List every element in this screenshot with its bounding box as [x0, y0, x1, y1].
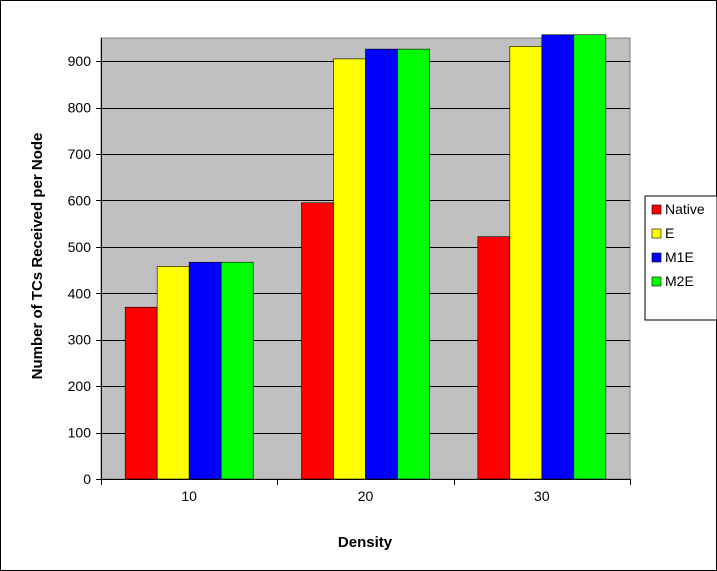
legend-swatch-E [651, 228, 662, 239]
series-M2E [220, 34, 607, 480]
legend-item-E: E [651, 225, 674, 241]
bar-E-20 [333, 58, 366, 480]
legend-swatch-M2E [651, 276, 662, 287]
y-tick-label-100: 100 [68, 425, 92, 441]
bar-M2E-30 [573, 34, 607, 480]
bar-E-10 [156, 266, 190, 480]
legend-item-M2E: M2E [651, 273, 694, 289]
bar-M1E-30 [541, 34, 575, 480]
bar-Native-20 [301, 202, 334, 480]
bar-Native-30 [477, 236, 511, 480]
legend-label-M2E: M2E [665, 273, 694, 289]
legend-label-E: E [665, 225, 674, 241]
y-tick-label-900: 900 [68, 53, 92, 69]
bars [124, 34, 607, 480]
legend-item-Native: Native [651, 201, 705, 217]
series-E [156, 46, 543, 480]
legend-label-Native: Native [665, 201, 705, 217]
y-tick-label-0: 0 [83, 471, 91, 487]
y-tick-label-400: 400 [68, 285, 92, 301]
bar-E-30 [509, 46, 543, 480]
bar-M2E-10 [220, 261, 254, 480]
legend: Native E M1E M2E [644, 195, 717, 321]
bar-M1E-20 [365, 48, 398, 480]
y-tick-label-600: 600 [68, 192, 92, 208]
bar-M2E-20 [397, 48, 430, 480]
legend-label-M1E: M1E [665, 249, 694, 265]
x-tick-label-20: 20 [358, 488, 374, 504]
y-axis-label: Number of TCs Received per Node [29, 133, 46, 380]
y-tick-label-200: 200 [68, 378, 92, 394]
legend-swatch-Native [651, 204, 662, 215]
x-tick-label-10: 10 [181, 488, 197, 504]
x-axis-label: Density [338, 534, 393, 551]
bar-Native-10 [124, 306, 158, 480]
series-M1E [188, 34, 575, 480]
axes [96, 38, 631, 485]
legend-swatch-M1E [651, 252, 662, 263]
bar-M1E-10 [188, 261, 222, 480]
x-tick-label-30: 30 [534, 488, 550, 504]
series-Native [124, 202, 511, 480]
legend-item-M1E: M1E [651, 249, 694, 265]
x-tick-labels: 10 20 30 [181, 488, 549, 504]
y-tick-label-300: 300 [68, 332, 92, 348]
y-tick-label-800: 800 [68, 100, 92, 116]
y-tick-label-700: 700 [68, 146, 92, 162]
y-tick-label-500: 500 [68, 239, 92, 255]
y-tick-labels: 0 100 200 300 400 500 600 700 800 900 [68, 53, 92, 487]
